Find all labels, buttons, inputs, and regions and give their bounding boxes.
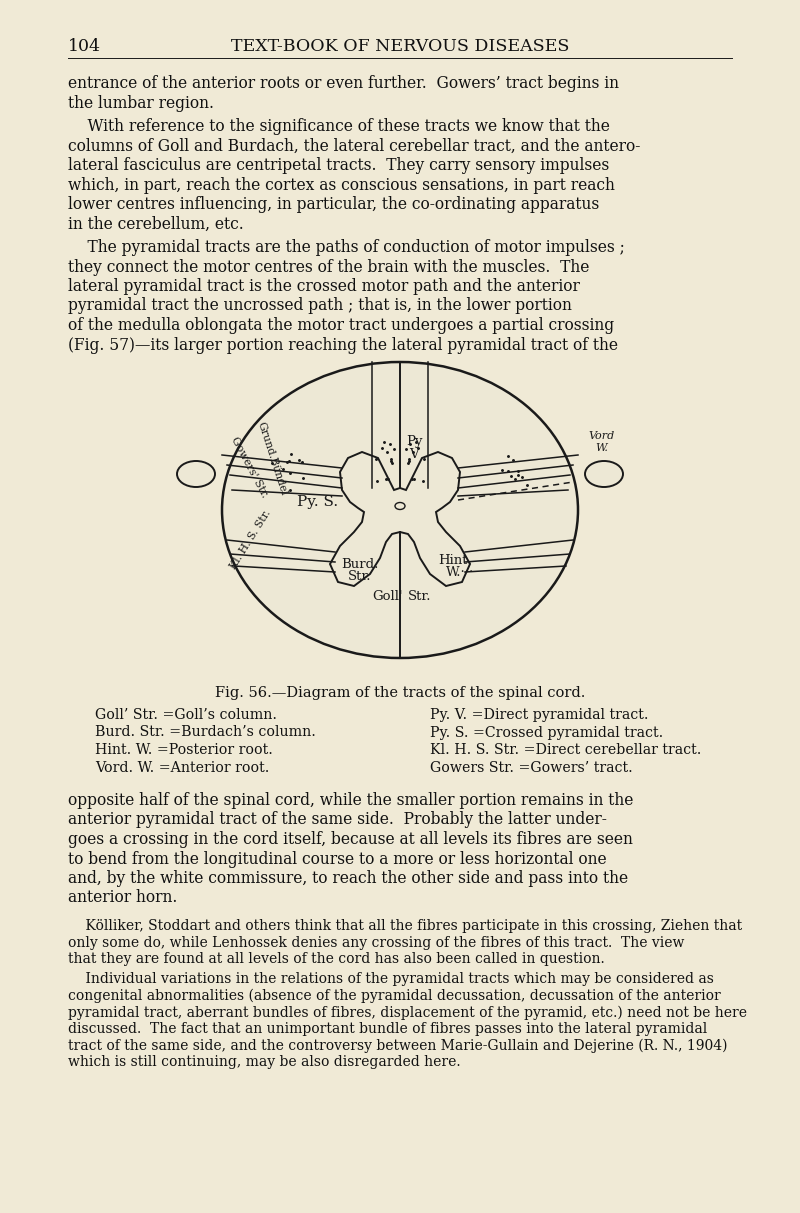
- Text: of the medulla oblongata the motor tract undergoes a partial crossing: of the medulla oblongata the motor tract…: [68, 317, 614, 334]
- Text: With reference to the significance of these tracts we know that the: With reference to the significance of th…: [68, 118, 610, 135]
- Text: goes a crossing in the cord itself, because at all levels its fibres are seen: goes a crossing in the cord itself, beca…: [68, 831, 633, 848]
- Text: Gowers Str. =Gowers’ tract.: Gowers Str. =Gowers’ tract.: [430, 761, 633, 774]
- Text: lateral fasciculus are centripetal tracts.  They carry sensory impulses: lateral fasciculus are centripetal tract…: [68, 156, 610, 173]
- Text: Vord: Vord: [589, 431, 615, 442]
- Text: congenital abnormalities (absence of the pyramidal decussation, decussation of t: congenital abnormalities (absence of the…: [68, 989, 721, 1003]
- Text: anterior pyramidal tract of the same side.  Probably the latter under-: anterior pyramidal tract of the same sid…: [68, 811, 607, 828]
- Text: in the cerebellum, etc.: in the cerebellum, etc.: [68, 216, 244, 233]
- Text: Py. S.: Py. S.: [298, 495, 338, 509]
- Text: pyramidal tract the uncrossed path ; that is, in the lower portion: pyramidal tract the uncrossed path ; tha…: [68, 297, 572, 314]
- Text: that they are found at all levels of the cord has also been called in question.: that they are found at all levels of the…: [68, 952, 605, 966]
- Text: Hint.: Hint.: [438, 553, 472, 566]
- Text: Grund.Bündel: Grund.Bündel: [255, 421, 289, 496]
- Text: The pyramidal tracts are the paths of conduction of motor impulses ;: The pyramidal tracts are the paths of co…: [68, 239, 625, 256]
- Polygon shape: [330, 452, 470, 586]
- Text: lower centres influencing, in particular, the co-ordinating apparatus: lower centres influencing, in particular…: [68, 197, 599, 213]
- Text: tract of the same side, and the controversy between Marie-Gullain and Dejerine (: tract of the same side, and the controve…: [68, 1038, 727, 1053]
- Text: columns of Goll and Burdach, the lateral cerebellar tract, and the antero-: columns of Goll and Burdach, the lateral…: [68, 137, 640, 154]
- Ellipse shape: [222, 361, 578, 657]
- Text: Burd.: Burd.: [342, 558, 378, 570]
- Text: they connect the motor centres of the brain with the muscles.  The: they connect the motor centres of the br…: [68, 258, 590, 275]
- Text: Kl. H. S. Str.: Kl. H. S. Str.: [228, 508, 272, 570]
- Text: Individual variations in the relations of the pyramidal tracts which may be cons: Individual variations in the relations o…: [68, 973, 714, 986]
- Text: and, by the white commissure, to reach the other side and pass into the: and, by the white commissure, to reach t…: [68, 870, 628, 887]
- Text: which, in part, reach the cortex as conscious sensations, in part reach: which, in part, reach the cortex as cons…: [68, 177, 615, 194]
- Text: pyramidal tract, aberrant bundles of fibres, displacement of the pyramid, etc.) : pyramidal tract, aberrant bundles of fib…: [68, 1006, 747, 1020]
- Text: Kl. H. S. Str. =Direct cerebellar tract.: Kl. H. S. Str. =Direct cerebellar tract.: [430, 744, 702, 757]
- Text: Goll': Goll': [373, 590, 403, 603]
- Text: V: V: [409, 448, 419, 461]
- Text: discussed.  The fact that an unimportant bundle of fibres passes into the latera: discussed. The fact that an unimportant …: [68, 1023, 707, 1036]
- Text: opposite half of the spinal cord, while the smaller portion remains in the: opposite half of the spinal cord, while …: [68, 792, 634, 809]
- Text: Str.: Str.: [348, 569, 372, 582]
- Text: Hint. W. =Posterior root.: Hint. W. =Posterior root.: [95, 744, 273, 757]
- Text: lateral pyramidal tract is the crossed motor path and the anterior: lateral pyramidal tract is the crossed m…: [68, 278, 580, 295]
- Text: the lumbar region.: the lumbar region.: [68, 95, 214, 112]
- Text: Burd. Str. =Burdach’s column.: Burd. Str. =Burdach’s column.: [95, 725, 316, 740]
- Text: Fig. 56.—Diagram of the tracts of the spinal cord.: Fig. 56.—Diagram of the tracts of the sp…: [215, 687, 585, 700]
- Text: Py. V. =Direct pyramidal tract.: Py. V. =Direct pyramidal tract.: [430, 708, 649, 722]
- Text: only some do, while Lenhossek denies any crossing of the fibres of this tract.  : only some do, while Lenhossek denies any…: [68, 935, 684, 950]
- Text: W.···: W.···: [446, 565, 474, 579]
- Ellipse shape: [395, 502, 405, 509]
- Text: Vord. W. =Anterior root.: Vord. W. =Anterior root.: [95, 761, 270, 774]
- Text: 104: 104: [68, 38, 101, 55]
- Text: (Fig. 57)—its larger portion reaching the lateral pyramidal tract of the: (Fig. 57)—its larger portion reaching th…: [68, 336, 618, 353]
- Ellipse shape: [177, 461, 215, 486]
- Text: entrance of the anterior roots or even further.  Gowers’ tract begins in: entrance of the anterior roots or even f…: [68, 75, 619, 92]
- Text: which is still continuing, may be also disregarded here.: which is still continuing, may be also d…: [68, 1055, 461, 1069]
- Text: Py. S. =Crossed pyramidal tract.: Py. S. =Crossed pyramidal tract.: [430, 725, 663, 740]
- Text: to bend from the longitudinal course to a more or less horizontal one: to bend from the longitudinal course to …: [68, 850, 606, 867]
- Text: TEXT-BOOK OF NERVOUS DISEASES: TEXT-BOOK OF NERVOUS DISEASES: [231, 38, 569, 55]
- Ellipse shape: [585, 461, 623, 486]
- Text: Py: Py: [406, 435, 422, 449]
- Text: Goll’ Str. =Goll’s column.: Goll’ Str. =Goll’s column.: [95, 708, 277, 722]
- Text: Str.: Str.: [408, 590, 432, 603]
- Text: anterior horn.: anterior horn.: [68, 889, 178, 906]
- Text: Gowers' Str.: Gowers' Str.: [230, 435, 270, 500]
- Text: Kölliker, Stoddart and others think that all the fibres participate in this cros: Kölliker, Stoddart and others think that…: [68, 919, 742, 933]
- Text: W.: W.: [595, 443, 609, 452]
